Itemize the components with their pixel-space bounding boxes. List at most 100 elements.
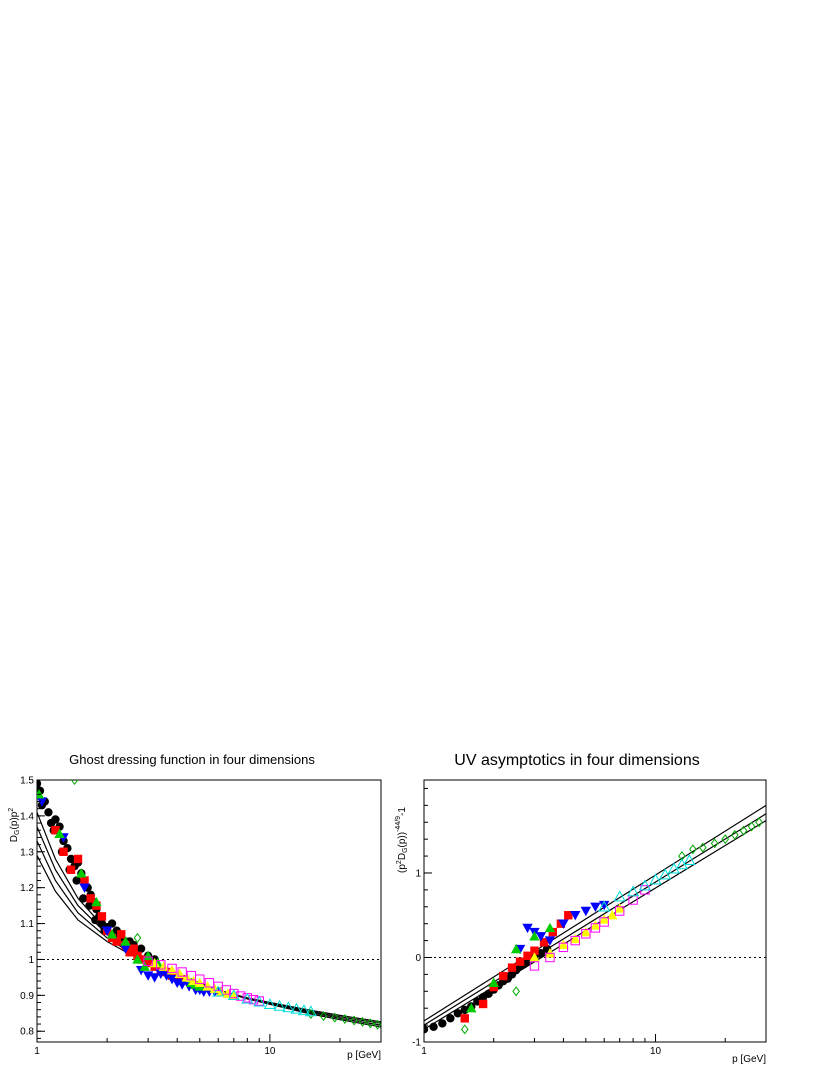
data-point xyxy=(79,883,90,893)
data-point xyxy=(166,965,178,975)
left-chart-title: Ghost dressing function in four dimensio… xyxy=(69,752,315,767)
data-point xyxy=(614,906,625,916)
data-point xyxy=(539,938,549,947)
data-point xyxy=(558,942,569,953)
data-point xyxy=(136,944,146,953)
data-point xyxy=(598,900,611,912)
data-point xyxy=(120,936,131,946)
data-point xyxy=(564,911,573,920)
left-x-axis-label: p [GeV] xyxy=(347,1050,381,1061)
y-tick-label: 1.1 xyxy=(20,919,34,930)
data-point xyxy=(548,927,558,937)
data-point xyxy=(529,961,540,971)
data-point xyxy=(581,929,591,939)
data-point xyxy=(570,933,581,944)
data-point xyxy=(558,939,569,950)
data-point xyxy=(80,876,89,885)
data-point xyxy=(545,952,555,963)
data-point xyxy=(590,902,601,912)
data-point xyxy=(747,821,756,832)
data-point xyxy=(598,900,610,911)
data-point xyxy=(117,930,126,939)
data-point xyxy=(282,1001,295,1013)
data-point xyxy=(446,1014,455,1023)
data-point xyxy=(85,901,94,910)
data-point xyxy=(507,963,517,972)
data-point xyxy=(156,960,166,970)
data-point xyxy=(142,950,154,961)
x-tick-label: 1 xyxy=(421,1046,427,1057)
data-point xyxy=(70,780,79,786)
data-point xyxy=(466,1002,477,1013)
data-point xyxy=(739,825,748,836)
data-point xyxy=(143,956,153,966)
data-point xyxy=(460,1014,469,1023)
data-point xyxy=(202,981,213,991)
data-point xyxy=(614,903,625,913)
left-y-axis-label: DG(p)p2 xyxy=(8,808,21,842)
data-point xyxy=(73,854,83,864)
right-plot-frame xyxy=(423,779,767,1043)
fit-curve xyxy=(424,804,766,1022)
right-chart: UV asymptotics in four dimensions 1 10 -1 0… xyxy=(395,752,767,1065)
data-point xyxy=(194,977,205,987)
data-point xyxy=(373,1019,381,1030)
data-point xyxy=(366,1018,375,1029)
data-point xyxy=(106,929,118,939)
data-point xyxy=(139,961,150,971)
data-point xyxy=(177,967,187,977)
data-point xyxy=(112,937,121,946)
data-point xyxy=(544,948,556,958)
y-tick-label: 1.4 xyxy=(20,811,34,822)
data-point xyxy=(659,868,672,880)
right-chart-title: UV asymptotics in four dimensions xyxy=(454,752,699,769)
data-point xyxy=(76,868,87,878)
x-tick-label: 10 xyxy=(264,1046,276,1057)
y-tick-label: 1.3 xyxy=(20,847,34,858)
data-point xyxy=(580,926,592,937)
data-point xyxy=(478,999,488,1009)
data-point xyxy=(216,986,227,996)
left-plot-frame xyxy=(36,779,382,1043)
left-data-points xyxy=(37,780,381,1030)
data-point xyxy=(44,808,53,817)
data-point xyxy=(510,943,522,954)
y-tick-label: 1.2 xyxy=(20,883,34,894)
data-point xyxy=(529,952,540,962)
data-point xyxy=(429,1022,438,1031)
data-point xyxy=(424,1025,429,1034)
fit-curve xyxy=(424,813,766,1026)
right-y-axis-label: (p2DG(p))-44/9-1 xyxy=(395,807,409,873)
data-point xyxy=(613,890,626,902)
data-point xyxy=(598,914,610,924)
data-point xyxy=(358,1016,367,1027)
data-point xyxy=(683,854,696,865)
data-point xyxy=(698,842,707,853)
data-point xyxy=(149,973,160,983)
data-point xyxy=(489,982,498,992)
data-point xyxy=(638,879,651,891)
data-point xyxy=(512,986,520,997)
data-point xyxy=(523,951,532,960)
data-point xyxy=(227,989,240,1001)
data-point xyxy=(195,974,205,984)
data-point xyxy=(188,975,199,986)
data-point xyxy=(79,894,88,903)
data-point xyxy=(297,1004,310,1016)
data-point xyxy=(460,1024,469,1035)
data-point xyxy=(97,912,107,921)
data-point xyxy=(241,992,254,1004)
data-point xyxy=(599,917,609,927)
data-point xyxy=(107,919,117,928)
data-point xyxy=(319,1011,328,1022)
data-point xyxy=(536,949,546,958)
data-point xyxy=(72,876,81,885)
data-point xyxy=(133,932,142,943)
data-point xyxy=(710,838,719,849)
data-point xyxy=(129,944,138,953)
data-point xyxy=(263,998,276,1010)
data-point xyxy=(649,873,662,885)
data-point xyxy=(341,1014,349,1025)
data-point xyxy=(174,968,185,979)
